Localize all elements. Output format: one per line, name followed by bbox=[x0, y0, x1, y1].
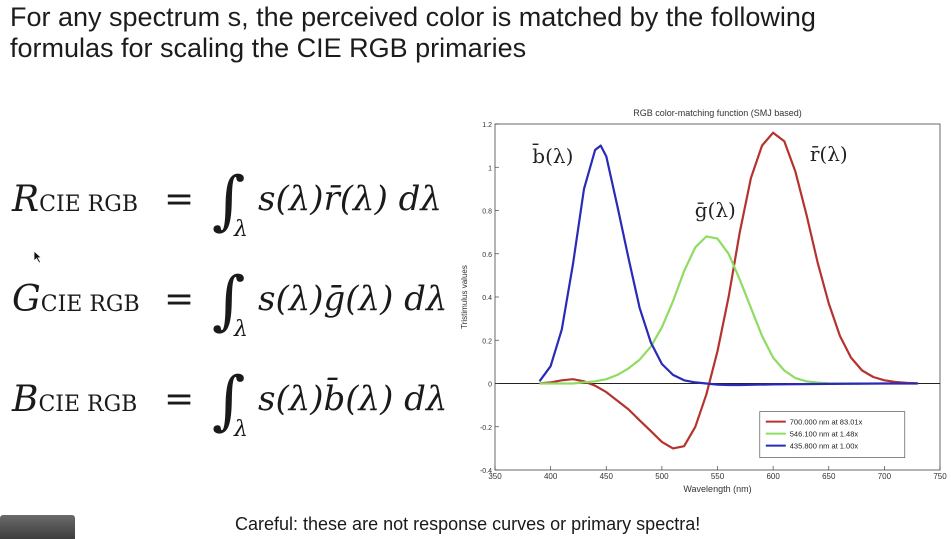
y-tick-label: 0.2 bbox=[482, 338, 492, 345]
green-cmf-curve-label: ḡ(λ) bbox=[695, 198, 736, 222]
slide-title-line-2: formulas for scaling the CIE RGB primari… bbox=[10, 33, 527, 63]
y-tick-label: 0 bbox=[488, 382, 492, 389]
chart-title: RGB color-matching function (SMJ based) bbox=[633, 108, 802, 118]
blue-cmf-curve-label: b̄(λ) bbox=[532, 143, 573, 168]
equation-b-symbol: B bbox=[12, 379, 39, 420]
chart-container: 350 400 450 500 550 600 650 700 750 -0.4 -0.2 0 0.2 0… bbox=[450, 100, 951, 500]
video-thumbnail[interactable] bbox=[0, 515, 75, 539]
equation-r-lhs: RCIE RGB bbox=[12, 179, 138, 220]
x-tick-label: 700 bbox=[878, 472, 892, 481]
equation-g: GCIE RGB = ∫ λ s(λ)ḡ(λ) dλ bbox=[12, 264, 448, 345]
blue-cmf-legend-label: 435.800 nm at 1.00x bbox=[790, 442, 859, 451]
equation-b-integral-sign: ∫ bbox=[212, 364, 246, 438]
equation-g-symbol: G bbox=[12, 279, 41, 320]
red-cmf-series-line bbox=[539, 131, 918, 450]
x-tick-label: 500 bbox=[655, 472, 669, 481]
equation-b-integrand: s(λ)b̄(λ) dλ bbox=[258, 379, 448, 419]
x-axis-label: Wavelength (nm) bbox=[683, 484, 751, 494]
slide-title: For any spectrum s, the perceived color … bbox=[10, 2, 910, 64]
x-tick-label: 450 bbox=[600, 472, 614, 481]
equation-g-equals: = bbox=[164, 279, 195, 320]
color-matching-chart: 350 400 450 500 550 600 650 700 750 -0.4 -0.2 0 0.2 0… bbox=[460, 108, 947, 494]
equation-r-symbol: R bbox=[12, 179, 40, 220]
equation-r-integrand: s(λ)r̄(λ) dλ bbox=[258, 179, 442, 219]
red-cmf-legend-label: 700.000 nm at 83.01x bbox=[790, 418, 863, 427]
x-tick-label: 650 bbox=[822, 472, 836, 481]
equation-b-lhs: BCIE RGB bbox=[12, 379, 137, 420]
equation-r-equals: = bbox=[164, 179, 195, 220]
red-cmf-curve-label: r̄(λ) bbox=[810, 142, 848, 166]
equation-g-subscript: CIE RGB bbox=[40, 292, 140, 317]
x-tick-label: 750 bbox=[933, 472, 947, 481]
x-tick-label: 600 bbox=[766, 472, 780, 481]
equation-g-integral-lower-bound: λ bbox=[234, 317, 248, 342]
equation-b: BCIE RGB = ∫ λ s(λ)b̄(λ) dλ bbox=[12, 364, 448, 445]
equation-b-integral-lower-bound: λ bbox=[234, 417, 248, 442]
y-tick-label: 0.8 bbox=[482, 209, 492, 216]
y-tick-label: 1 bbox=[488, 165, 492, 172]
blue-cmf-series-line bbox=[538, 144, 918, 387]
slide-title-line-1: For any spectrum s, the perceived color … bbox=[10, 2, 816, 32]
equation-b-subscript: CIE RGB bbox=[38, 392, 138, 417]
x-tick-label: 550 bbox=[711, 472, 725, 481]
y-tick-label: 0.6 bbox=[482, 252, 492, 259]
x-tick-label: 400 bbox=[544, 472, 558, 481]
y-tick-label: -0.4 bbox=[480, 468, 492, 475]
green-cmf-legend-label: 546.100 nm at 1.48x bbox=[790, 430, 859, 439]
mouse-cursor-icon bbox=[33, 250, 43, 264]
green-cmf-series-line bbox=[539, 235, 863, 385]
equation-r-subscript: CIE RGB bbox=[39, 192, 138, 217]
equation-r-integral-lower-bound: λ bbox=[234, 217, 248, 242]
equation-r: RCIE RGB = ∫ λ s(λ)r̄(λ) dλ bbox=[12, 164, 442, 245]
y-tick-label: 1.2 bbox=[482, 122, 492, 129]
equation-g-lhs: GCIE RGB bbox=[12, 279, 140, 320]
x-tick-label: 350 bbox=[488, 472, 502, 481]
equation-g-integrand: s(λ)ḡ(λ) dλ bbox=[258, 279, 448, 319]
slide-caption: Careful: these are not response curves o… bbox=[235, 514, 701, 534]
y-axis-label: Tristimulus values bbox=[460, 265, 469, 329]
equation-r-integral-sign: ∫ bbox=[212, 164, 246, 238]
equation-g-integral-sign: ∫ bbox=[212, 264, 246, 338]
y-tick-label: 0.4 bbox=[482, 295, 492, 302]
y-tick-label: -0.2 bbox=[480, 425, 492, 432]
equation-b-equals: = bbox=[164, 379, 195, 420]
